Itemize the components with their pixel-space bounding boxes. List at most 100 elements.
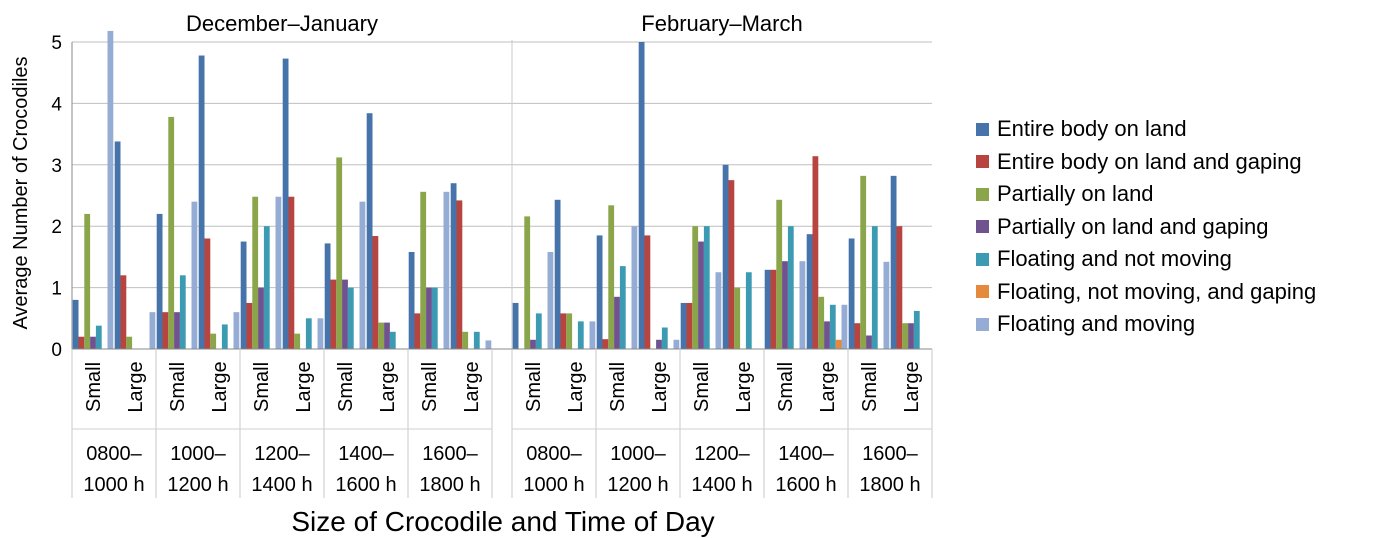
bar (715, 272, 722, 349)
bar (72, 299, 79, 349)
size-label: Small (523, 362, 545, 412)
time-label-line2: 1400 h (251, 474, 312, 496)
bar (288, 196, 295, 349)
time-label-line1: 1000– (170, 443, 226, 465)
bar (426, 287, 432, 349)
legend-item: Entire body on land and gaping (976, 146, 1316, 179)
bar (589, 321, 596, 349)
bar (95, 325, 102, 349)
bar (547, 251, 554, 349)
bar (728, 180, 735, 349)
bar (764, 269, 771, 349)
bar (638, 42, 645, 349)
bar (602, 339, 609, 349)
time-label-line1: 0800– (526, 443, 582, 465)
bar (179, 275, 186, 349)
bar (722, 164, 729, 349)
bar (240, 241, 247, 349)
bar (336, 157, 343, 349)
size-label: Large (461, 361, 483, 412)
bar (835, 339, 842, 349)
bar (680, 302, 687, 349)
time-label-line2: 1000 h (83, 474, 144, 496)
bar (420, 191, 427, 349)
bar (776, 199, 783, 349)
legend-swatch (976, 187, 989, 201)
bar (282, 58, 289, 349)
legend-label: Entire body on land and gaping (997, 148, 1302, 174)
bar (644, 235, 651, 349)
legend-item: Floating and not moving (976, 243, 1316, 276)
bar (848, 238, 855, 349)
bar (305, 318, 312, 349)
time-label-line2: 1400 h (691, 474, 752, 496)
size-label: Small (419, 362, 441, 412)
bar (372, 236, 379, 349)
size-label: Large (817, 361, 839, 412)
bar (347, 287, 354, 349)
bar (90, 336, 96, 349)
legend-swatch (976, 252, 989, 266)
bar (462, 331, 469, 349)
time-label-line1: 1400– (338, 443, 394, 465)
bar (359, 201, 366, 349)
legend-item: Partially on land (976, 178, 1316, 211)
size-label: Small (775, 362, 797, 412)
time-label-line2: 1000 h (523, 474, 584, 496)
bar (317, 318, 324, 349)
bar (770, 269, 777, 349)
bar (812, 156, 819, 349)
bar (902, 323, 909, 349)
bar (330, 279, 337, 349)
bar (619, 266, 626, 349)
bar (841, 304, 848, 349)
bar (577, 321, 584, 349)
size-label: Small (607, 362, 629, 412)
bar (389, 331, 396, 349)
bar (162, 312, 169, 349)
bar (191, 201, 198, 349)
bar (661, 327, 668, 349)
bar (252, 196, 259, 349)
bar (908, 323, 914, 349)
time-label-line1: 1200– (254, 443, 310, 465)
bar (149, 312, 156, 349)
time-label-line2: 1600 h (775, 474, 836, 496)
bar (554, 199, 561, 349)
bar (431, 287, 438, 349)
bar (656, 339, 662, 349)
bar (258, 287, 264, 349)
time-label-line1: 1200– (694, 443, 750, 465)
bar (378, 322, 385, 349)
time-label-line2: 1200 h (167, 474, 228, 496)
size-label: Large (733, 361, 755, 412)
legend-item: Partially on land and gaping (976, 211, 1316, 244)
bar (535, 313, 542, 349)
bar (799, 261, 806, 349)
bar (890, 175, 897, 349)
bar (673, 339, 680, 349)
legend-label: Entire body on land (997, 116, 1187, 142)
size-label: Large (901, 361, 923, 412)
bar (450, 183, 457, 349)
bar (806, 234, 813, 349)
size-label: Large (293, 361, 315, 412)
time-label-line1: 0800– (86, 443, 142, 465)
bar (107, 30, 114, 350)
bar (443, 191, 450, 349)
time-label-line1: 1600– (862, 443, 918, 465)
bar (168, 116, 175, 350)
bar (456, 200, 463, 349)
size-label: Small (251, 362, 273, 412)
bar (246, 302, 253, 349)
legend-item: Entire body on land (976, 113, 1316, 146)
legend-swatch (976, 285, 989, 299)
bar (126, 336, 133, 349)
size-label: Large (649, 361, 671, 412)
legend-swatch (976, 155, 989, 169)
legend-item: Floating, not moving, and gaping (976, 276, 1316, 309)
bar (829, 304, 836, 349)
bar (782, 261, 788, 349)
bar (233, 312, 240, 349)
